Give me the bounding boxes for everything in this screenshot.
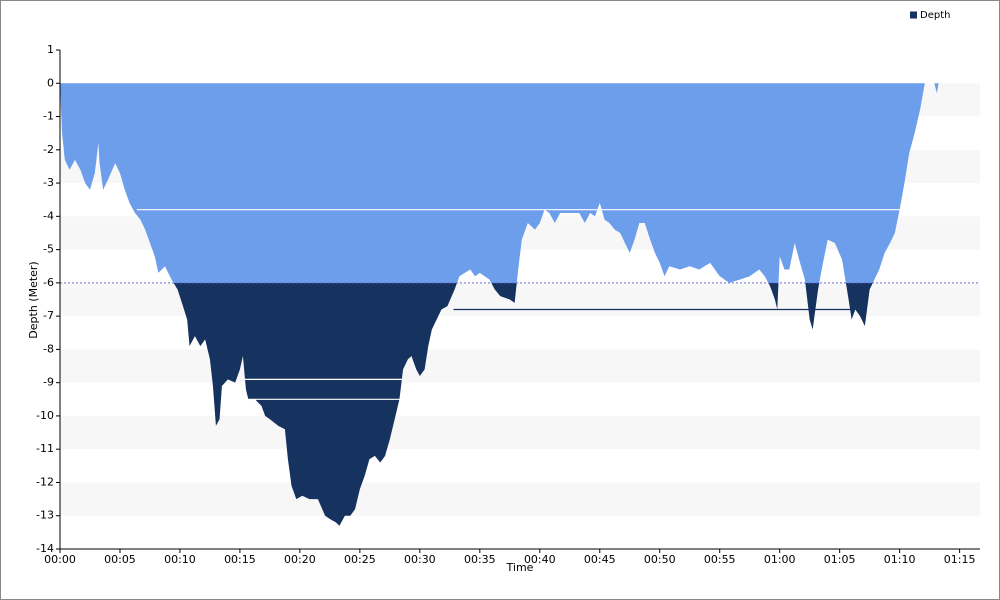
legend-swatch <box>910 11 917 19</box>
y-tick-label: -9 <box>43 376 54 389</box>
x-tick-label: 00:45 <box>584 553 616 566</box>
x-tick-label: 00:30 <box>404 553 436 566</box>
x-tick-label: 01:05 <box>824 553 856 566</box>
y-tick-label: -14 <box>36 542 54 555</box>
y-tick-label: 0 <box>47 76 54 89</box>
x-tick-label: 00:15 <box>224 553 256 566</box>
y-tick-label: -10 <box>36 409 54 422</box>
x-tick-label: 01:10 <box>884 553 916 566</box>
band <box>60 415 980 450</box>
y-tick-label: -1 <box>43 110 54 123</box>
y-tick-label: -2 <box>43 143 54 156</box>
x-tick-label: 00:40 <box>524 553 556 566</box>
x-tick-label: 00:05 <box>104 553 136 566</box>
band <box>60 349 980 383</box>
y-tick-label: -4 <box>43 209 54 222</box>
legend-label: Depth <box>920 10 950 21</box>
x-tick-label: 00:55 <box>704 553 736 566</box>
x-tick-label: 00:20 <box>284 553 316 566</box>
y-tick-label: 1 <box>47 43 54 56</box>
y-tick-label: -3 <box>43 176 54 189</box>
x-tick-label: 00:00 <box>44 553 76 566</box>
x-tick-label: 01:15 <box>944 553 976 566</box>
x-tick-label: 00:35 <box>464 553 496 566</box>
band <box>60 482 980 516</box>
y-tick-label: -13 <box>36 509 54 522</box>
depth-area <box>60 83 939 526</box>
x-tick-label: 01:00 <box>764 553 796 566</box>
y-tick-label: -11 <box>36 442 54 455</box>
y-tick-label: -7 <box>43 309 54 322</box>
y-tick-label: -6 <box>43 276 54 289</box>
y-tick-label: -5 <box>43 243 54 256</box>
x-tick-label: 00:50 <box>644 553 676 566</box>
y-tick-label: -8 <box>43 342 54 355</box>
x-tick-label: 00:25 <box>344 553 376 566</box>
x-tick-label: 00:10 <box>164 553 196 566</box>
x-axis-label: Time <box>506 561 534 574</box>
y-tick-label: -12 <box>36 475 54 488</box>
y-axis-label: Depth (Meter) <box>27 261 40 338</box>
